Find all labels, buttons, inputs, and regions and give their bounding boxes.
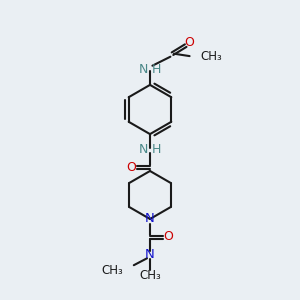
Text: O: O	[164, 230, 173, 244]
Text: N: N	[139, 143, 148, 156]
Text: CH₃: CH₃	[101, 264, 123, 277]
Text: N: N	[145, 212, 155, 226]
Text: N: N	[139, 63, 148, 76]
Text: H: H	[152, 63, 161, 76]
Text: CH₃: CH₃	[200, 50, 222, 63]
Text: N: N	[145, 248, 155, 261]
Text: CH₃: CH₃	[139, 269, 161, 282]
Text: O: O	[127, 161, 136, 174]
Text: O: O	[184, 35, 194, 49]
Text: H: H	[152, 143, 161, 156]
